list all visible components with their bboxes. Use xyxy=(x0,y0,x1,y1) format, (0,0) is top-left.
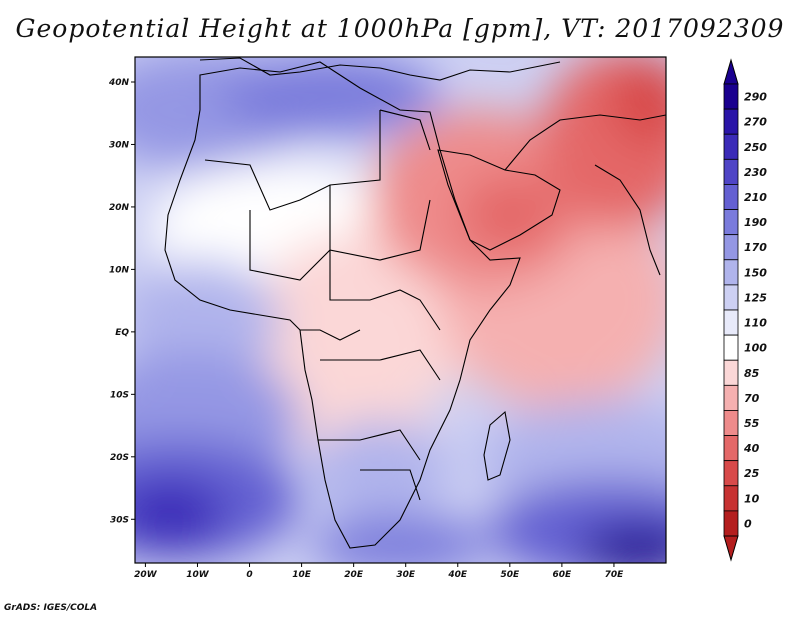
coastlines xyxy=(164,57,666,549)
colorbar-swatch xyxy=(723,485,739,512)
colorbar-label: 170 xyxy=(744,241,767,254)
lon-tick-label: 40E xyxy=(447,570,468,580)
lat-tick-label: 20S xyxy=(110,453,129,463)
colorbar-swatch xyxy=(723,108,739,135)
colorbar-label: 210 xyxy=(744,191,767,204)
colorbar-label: 70 xyxy=(744,392,760,405)
lon-tick-label: 10E xyxy=(292,570,312,580)
colorbar-label: 270 xyxy=(744,116,767,129)
colorbar-label: 85 xyxy=(744,367,760,380)
map-title: Geopotential Height at 1000hPa [gpm], VT… xyxy=(15,14,785,43)
colorbar-swatch xyxy=(723,435,739,462)
lat-tick-label: 10N xyxy=(109,265,130,275)
colorbar-swatch xyxy=(723,234,739,261)
colorbar-label: 25 xyxy=(744,467,760,480)
colorbar-label: 125 xyxy=(744,291,767,304)
lat-tick-label: 10S xyxy=(110,390,129,400)
colorbar-swatch xyxy=(723,158,739,185)
lat-tick-label: 20N xyxy=(109,203,130,213)
colorbar-swatch xyxy=(723,359,739,386)
colorbar-swatch xyxy=(723,334,739,361)
colorbar-swatch xyxy=(723,284,739,311)
lon-tick-label: 0 xyxy=(246,570,252,580)
colorbar-swatch xyxy=(723,209,739,236)
colorbar: 2902702502302101901701501251101008570554… xyxy=(723,58,767,562)
map-frame xyxy=(134,56,667,564)
colorbar-swatch xyxy=(723,259,739,286)
colorbar-swatch xyxy=(723,133,739,160)
lat-tick-label: 30S xyxy=(110,515,129,525)
colorbar-extend-bottom xyxy=(723,535,739,562)
colorbar-label: 190 xyxy=(744,216,767,229)
lon-tick-label: 50E xyxy=(500,570,520,580)
lat-tick-label: 40N xyxy=(108,78,130,88)
lon-tick-label: 70E xyxy=(605,570,625,580)
latitude-axis: 40N 30N 20N 10N EQ 10S 20S 30S xyxy=(108,78,135,525)
colorbar-label: 40 xyxy=(743,442,760,455)
lon-tick-label: 20E xyxy=(344,570,364,580)
colorbar-swatch xyxy=(723,510,739,537)
colorbar-swatch xyxy=(723,410,739,436)
height-field xyxy=(135,57,666,563)
colorbar-swatch xyxy=(723,184,739,210)
colorbar-label: 100 xyxy=(744,342,767,355)
colorbar-swatch xyxy=(723,460,739,487)
lon-tick-label: 60E xyxy=(553,570,573,580)
colorbar-label: 250 xyxy=(744,141,767,154)
lon-tick-label: 10W xyxy=(186,570,210,580)
colorbar-extend-top xyxy=(723,58,739,85)
colorbar-label: 110 xyxy=(744,317,767,330)
colorbar-label: 230 xyxy=(744,166,767,179)
lat-tick-label: 30N xyxy=(109,140,130,150)
colorbar-label: 0 xyxy=(744,517,752,530)
lat-tick-label: EQ xyxy=(115,328,129,338)
lon-tick-label: 20W xyxy=(134,570,158,580)
colorbar-label: 290 xyxy=(744,91,767,104)
longitude-axis: 20W 10W 0 10E 20E 30E 40E 50E 60E 70E xyxy=(134,563,624,580)
colorbar-swatch xyxy=(723,309,739,336)
lon-tick-label: 30E xyxy=(396,570,416,580)
colorbar-label: 10 xyxy=(744,492,760,505)
credit-text: GrADS: IGES/COLA xyxy=(4,603,98,613)
colorbar-label: 150 xyxy=(744,266,767,279)
colorbar-swatch xyxy=(723,384,739,411)
colorbar-label: 55 xyxy=(744,417,760,430)
colorbar-swatch xyxy=(723,83,739,110)
